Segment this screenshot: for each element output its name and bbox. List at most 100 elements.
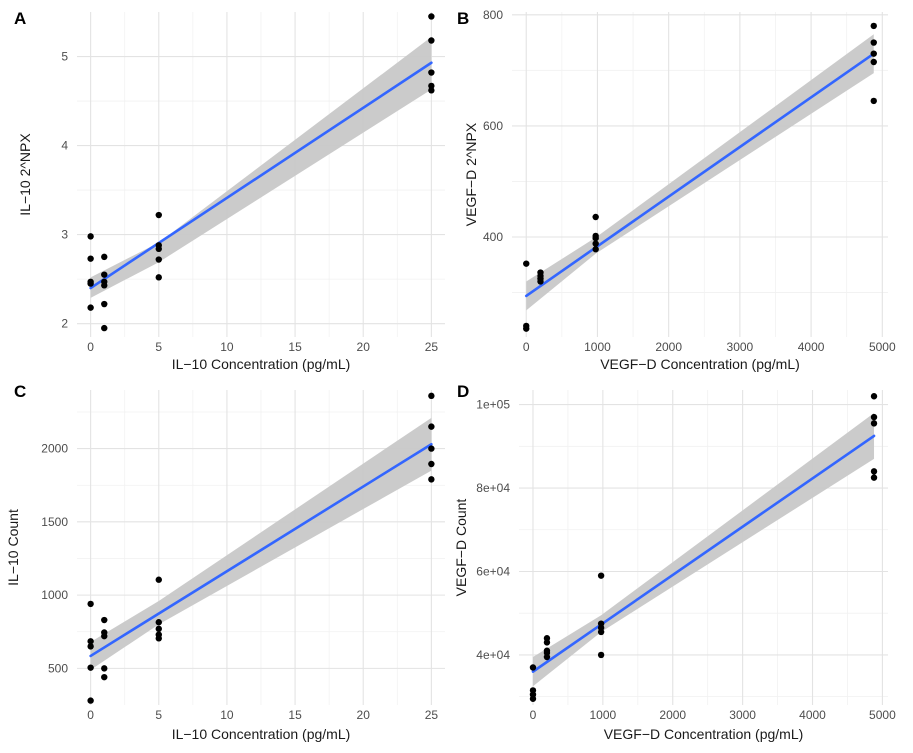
data-point	[428, 69, 435, 76]
x-tick-label: 15	[288, 708, 302, 722]
data-point	[870, 474, 878, 481]
data-point	[870, 58, 877, 66]
x-tick-label: 5000	[869, 708, 896, 722]
x-tick-label: 4000	[799, 708, 826, 722]
data-point	[87, 697, 94, 704]
data-point	[543, 639, 551, 646]
data-point	[101, 324, 108, 332]
data-point	[155, 245, 162, 253]
y-tick-label: 6e+04	[476, 564, 510, 578]
regression-line	[524, 52, 876, 298]
data-point	[101, 665, 108, 672]
data-point	[523, 260, 530, 267]
y-tick-label: 4e+04	[476, 648, 510, 662]
panel-tag: A	[14, 9, 26, 28]
x-tick-label: 3000	[729, 708, 756, 722]
x-tick-label: 4000	[798, 340, 825, 354]
regression-line	[531, 434, 876, 673]
data-point	[428, 82, 435, 90]
data-point	[428, 476, 435, 483]
y-tick-label: 400	[483, 230, 503, 244]
data-point	[428, 13, 435, 20]
data-point	[592, 240, 599, 247]
data-point	[87, 643, 94, 650]
data-point	[428, 392, 435, 400]
regression-line	[89, 442, 433, 658]
data-point	[428, 37, 435, 44]
data-point	[870, 97, 877, 105]
data-point	[155, 619, 162, 626]
panel-tag: D	[457, 382, 469, 401]
x-tick-label: 20	[357, 708, 371, 722]
confidence-band	[526, 34, 874, 311]
y-tick-label: 800	[483, 8, 503, 22]
data-point	[870, 420, 878, 427]
y-tick-label: 4	[61, 139, 68, 153]
data-point	[87, 233, 94, 240]
data-point	[101, 271, 108, 278]
y-tick-label: 500	[48, 661, 68, 675]
data-point	[155, 256, 162, 263]
y-tick-label: 1500	[41, 515, 68, 529]
data-point	[155, 635, 162, 642]
data-point	[870, 39, 877, 46]
data-point	[529, 695, 537, 702]
panel-tag: C	[14, 382, 26, 401]
data-point	[101, 616, 108, 624]
y-tick-label: 2000	[41, 442, 68, 456]
panel-d: 0 1000 2000 3000 4000 5000 4e+04 6e+04 8e+04 1e+0…	[453, 382, 896, 742]
data-point	[428, 460, 435, 468]
data-point	[101, 282, 108, 289]
x-axis-title: VEGF−D Concentration (pg/mL)	[604, 726, 804, 742]
x-axis-title: IL−10 Concentration (pg/mL)	[172, 726, 351, 742]
panel-b: 0 1000 2000 3000 4000 5000 400 600 800 VEGF−D Con…	[457, 8, 896, 372]
data-point	[87, 280, 94, 287]
data-point	[597, 651, 605, 659]
data-point	[87, 304, 94, 311]
data-point	[155, 625, 162, 633]
data-point	[543, 653, 551, 661]
y-tick-label: 2	[61, 317, 68, 331]
confidence-band	[90, 417, 432, 670]
data-point	[537, 278, 544, 285]
data-point	[870, 393, 878, 400]
confidence-band	[532, 412, 875, 687]
x-tick-label: 3000	[727, 340, 754, 354]
y-tick-label: 600	[483, 119, 503, 133]
data-point	[87, 664, 94, 671]
data-point	[870, 50, 877, 57]
data-point	[428, 445, 435, 452]
y-axis-title: VEGF−D Count	[453, 499, 469, 597]
data-point	[101, 253, 108, 261]
x-tick-label: 0	[87, 708, 94, 722]
data-point	[523, 325, 530, 332]
y-tick-label: 8e+04	[476, 481, 510, 495]
y-axis-title: VEGF−D 2^NPX	[463, 122, 479, 226]
data-point	[155, 576, 162, 583]
data-point	[592, 246, 599, 253]
y-tick-label: 3	[61, 228, 68, 242]
x-axis-title: IL−10 Concentration (pg/mL)	[172, 356, 351, 372]
data-point	[870, 413, 878, 421]
data-point	[870, 468, 878, 475]
data-point	[592, 213, 599, 221]
data-point	[870, 22, 877, 30]
data-point	[529, 664, 537, 671]
x-axis-title: VEGF−D Concentration (pg/mL)	[600, 356, 800, 372]
x-tick-label: 10	[220, 708, 234, 722]
y-tick-label: 5	[61, 50, 68, 64]
x-tick-label: 15	[288, 340, 302, 354]
x-tick-label: 0	[523, 340, 530, 354]
data-point	[87, 638, 94, 645]
x-tick-label: 1000	[590, 708, 617, 722]
x-tick-label: 10	[220, 340, 234, 354]
data-point	[155, 211, 162, 219]
y-axis-title: IL−10 Count	[5, 509, 21, 586]
x-tick-label: 25	[425, 340, 439, 354]
data-point	[428, 423, 435, 430]
x-tick-label: 5	[155, 708, 162, 722]
data-point	[101, 673, 108, 681]
data-point	[597, 572, 605, 579]
data-point	[155, 274, 162, 281]
